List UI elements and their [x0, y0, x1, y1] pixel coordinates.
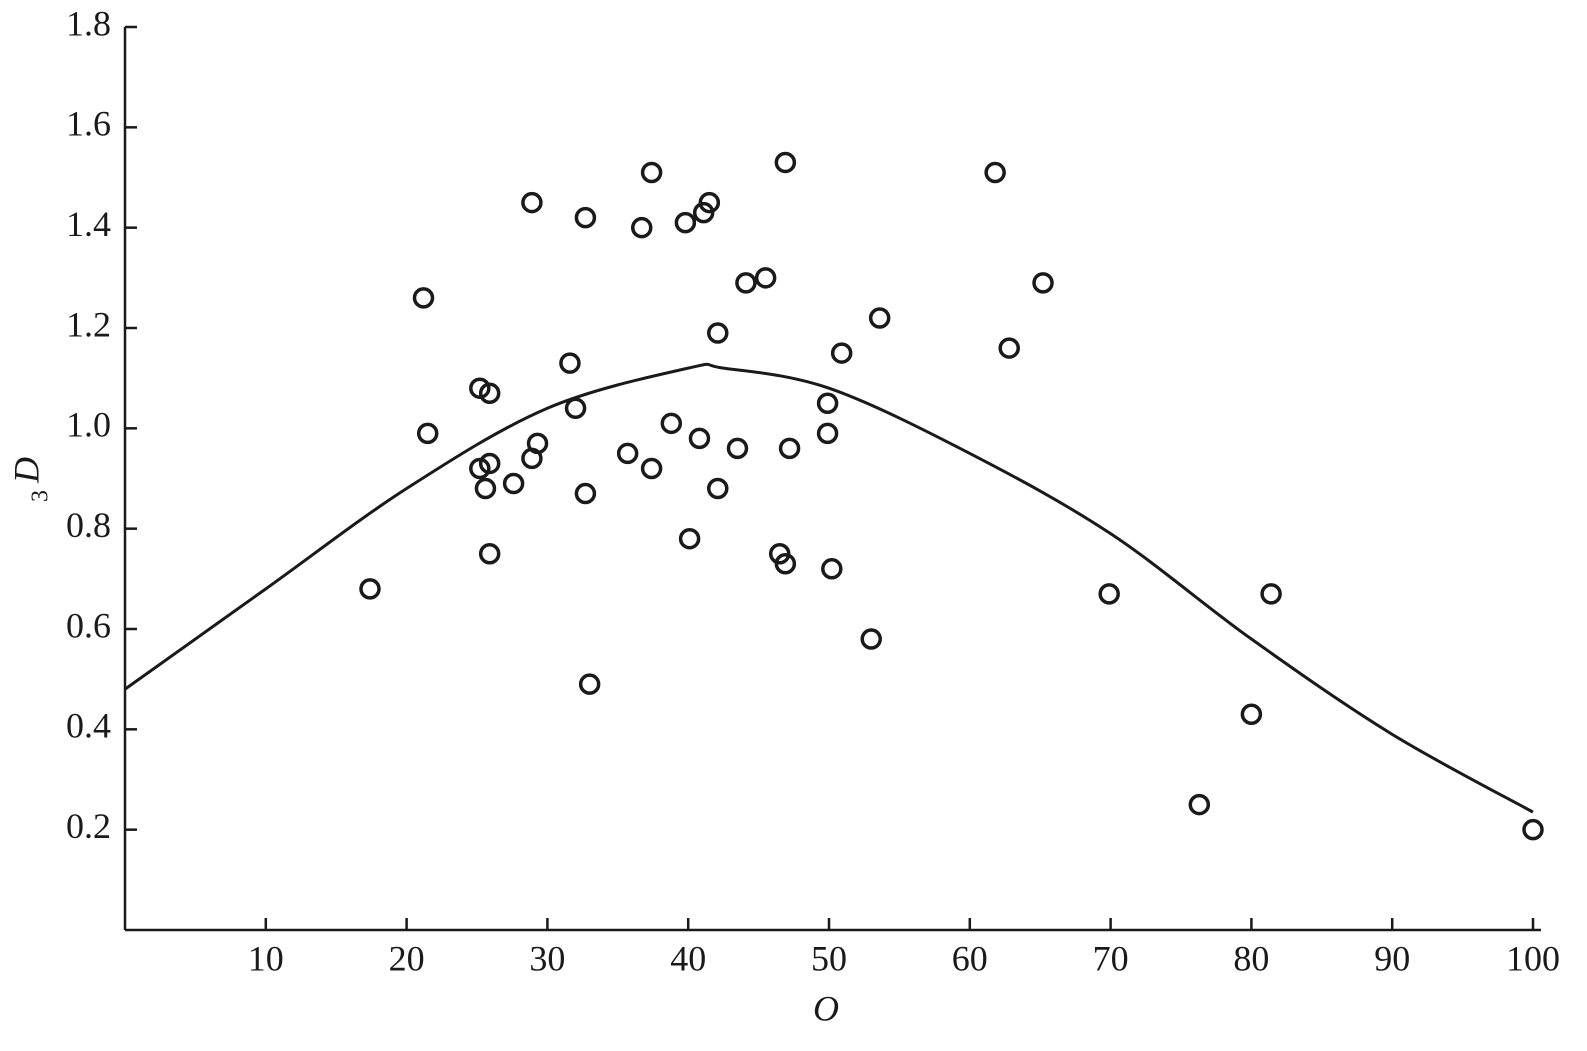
data-point: [821, 558, 843, 580]
data-point: [1098, 583, 1120, 605]
data-point: [1260, 583, 1282, 605]
data-point: [559, 352, 581, 374]
fit-curve: [124, 362, 1534, 814]
x-tick-label: 90: [1374, 938, 1410, 978]
x-tick-label: 100: [1506, 938, 1560, 978]
data-point: [574, 206, 597, 229]
x-tick-label: 80: [1233, 938, 1269, 978]
x-tick-label: 20: [389, 938, 425, 978]
y-tick-label: 1.8: [66, 3, 111, 43]
data-point: [521, 447, 543, 470]
data-point: [707, 477, 729, 500]
data-point: [1240, 703, 1263, 726]
data-point: [1522, 818, 1544, 841]
x-tick-label: 10: [248, 938, 284, 978]
data-point: [478, 543, 501, 565]
x-tick-label: 50: [811, 938, 847, 978]
y-tick-label: 0.8: [66, 505, 111, 545]
x-tick-label: 60: [952, 938, 988, 978]
y-tick-label: 1.2: [66, 304, 111, 344]
data-point: [521, 191, 543, 214]
data-point: [678, 527, 701, 550]
data-point: [1188, 793, 1211, 816]
data-point: [774, 553, 797, 575]
y-tick-label: 1.4: [66, 204, 111, 244]
data-point: [640, 457, 663, 480]
data-point: [984, 161, 1006, 184]
y-tick-label: 1.0: [66, 405, 111, 445]
data-point: [630, 216, 653, 239]
data-point: [478, 382, 501, 404]
data-point: [1032, 272, 1054, 294]
data-point: [660, 412, 683, 435]
data-point: [359, 578, 381, 600]
data-point: [998, 337, 1020, 359]
data-point: [830, 342, 853, 364]
y-tick-label: 0.6: [66, 605, 111, 645]
x-tick-label: 70: [1093, 938, 1129, 978]
y-tick-label: 1.6: [66, 104, 111, 144]
y-axis-label: D: [6, 457, 46, 484]
data-point: [868, 307, 891, 329]
data-point: [774, 151, 797, 174]
data-point: [474, 477, 497, 500]
data-point: [502, 472, 525, 495]
data-point: [860, 628, 882, 650]
data-point: [816, 422, 839, 445]
data-point: [478, 452, 501, 475]
y-tick-label: 0.4: [66, 706, 111, 746]
data-point: [412, 287, 435, 309]
data-point: [616, 442, 639, 465]
data-point: [416, 422, 439, 445]
data-point: [574, 482, 597, 505]
x-tick-label: 40: [670, 938, 706, 978]
x-tick-label: 30: [529, 938, 565, 978]
y-tick-label: 0.2: [66, 806, 111, 846]
data-point: [735, 272, 757, 294]
data-point: [726, 437, 749, 460]
data-point: [564, 397, 587, 420]
data-point: [578, 673, 601, 695]
data-point: [640, 161, 663, 184]
data-point: [688, 427, 711, 450]
data-point: [816, 392, 839, 414]
data-point: [698, 191, 721, 214]
x-axis-label: O: [813, 988, 839, 1028]
y-axis-label-group: D 3: [6, 457, 53, 502]
y-axis-label-subscript: 3: [28, 490, 54, 502]
data-point: [778, 437, 801, 460]
data-point: [707, 322, 729, 344]
data-point: [754, 267, 777, 289]
data-point: [674, 211, 697, 234]
